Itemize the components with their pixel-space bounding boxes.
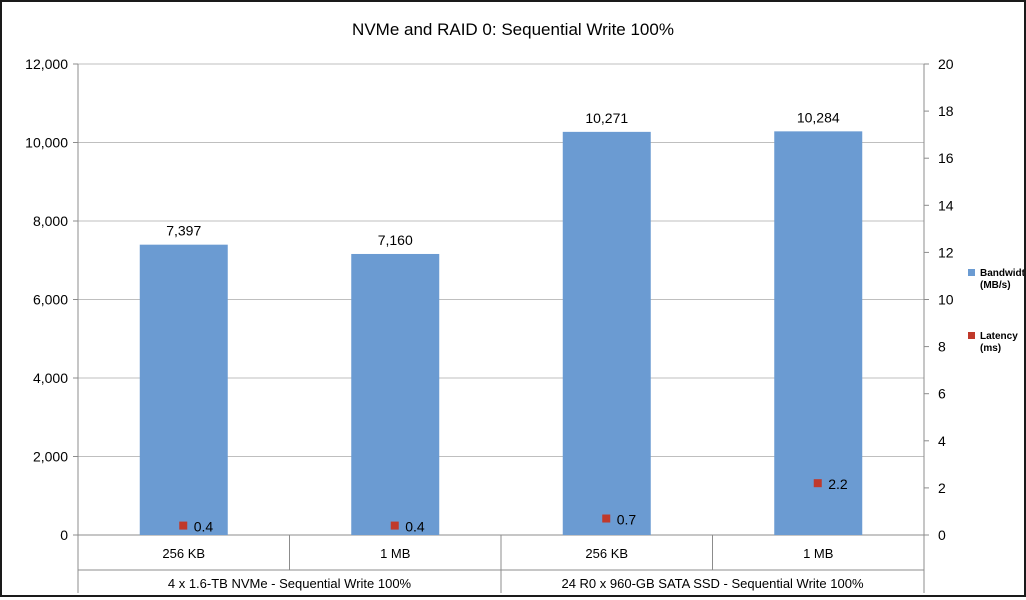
bar-data-label: 7,160	[378, 232, 413, 248]
chart-title: NVMe and RAID 0: Sequential Write 100%	[352, 20, 674, 39]
x-category-label: 1 MB	[803, 546, 833, 561]
legend: Bandwidth(MB/s) Latency(ms)	[968, 268, 1026, 354]
x-category-label: 256 KB	[162, 546, 205, 561]
latency-marker	[602, 514, 611, 523]
x-group-label: 24 R0 x 960-GB SATA SSD - Sequential Wri…	[561, 576, 863, 591]
x-category-label: 1 MB	[380, 546, 410, 561]
latency-marker	[179, 521, 188, 530]
latency-series: 0.4 0.4 0.7 2.2	[179, 476, 848, 535]
bar	[139, 244, 228, 535]
latency-data-label: 2.2	[828, 476, 848, 492]
legend-label: (MB/s)	[980, 280, 1011, 291]
x-category-label: 256 KB	[585, 546, 628, 561]
bar	[774, 131, 863, 535]
axes: 0 2,000 4,000 6,000 8,000 10,000 12,000 0 2 4 6 8 10…	[25, 56, 954, 593]
latency-data-label: 0.4	[405, 519, 425, 535]
legend-swatch	[968, 269, 975, 276]
bar	[562, 131, 651, 535]
y-left-tick-label: 10,000	[25, 135, 68, 151]
y-right-tick-label: 16	[938, 150, 954, 166]
y-right-tick-label: 18	[938, 103, 954, 119]
y-right-tick-label: 6	[938, 386, 946, 402]
legend-label: Bandwidth	[980, 268, 1024, 279]
legend-swatch	[968, 332, 975, 339]
y-right-tick-label: 12	[938, 244, 954, 260]
y-right-tick-label: 8	[938, 339, 946, 355]
bar	[351, 253, 440, 535]
bar-data-label: 10,284	[797, 109, 840, 125]
y-left-tick-label: 2,000	[33, 449, 68, 465]
bar-data-label: 10,271	[585, 110, 628, 126]
y-right-tick-label: 20	[938, 56, 954, 72]
y-right-tick-label: 14	[938, 197, 954, 213]
y-right-tick-label: 2	[938, 480, 946, 496]
latency-data-label: 0.4	[194, 519, 214, 535]
y-left-tick-label: 8,000	[33, 213, 68, 229]
bar-data-label: 7,397	[166, 223, 201, 239]
legend-label: (ms)	[980, 343, 1001, 354]
y-left-tick-label: 6,000	[33, 292, 68, 308]
y-right-tick-label: 4	[938, 433, 946, 449]
y-left-tick-label: 12,000	[25, 56, 68, 72]
y-left-tick-label: 0	[60, 527, 68, 543]
y-right-tick-label: 10	[938, 292, 954, 308]
x-group-label: 4 x 1.6-TB NVMe - Sequential Write 100%	[168, 576, 412, 591]
legend-label: Latency	[980, 331, 1018, 342]
y-left-tick-label: 4,000	[33, 370, 68, 386]
bar-series: 7,397 7,160 10,271 10,284	[139, 109, 863, 535]
latency-marker	[390, 521, 399, 530]
latency-data-label: 0.7	[617, 512, 637, 528]
y-right-tick-label: 0	[938, 527, 946, 543]
latency-marker	[813, 479, 822, 488]
